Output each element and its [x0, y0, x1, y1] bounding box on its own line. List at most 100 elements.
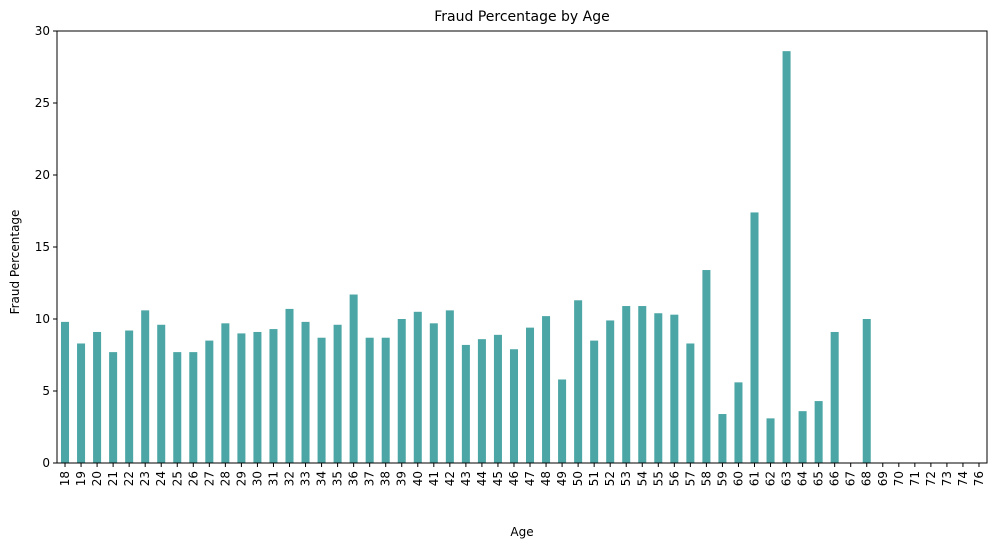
- bar-age-42: [445, 310, 454, 463]
- x-tick-label: 72: [924, 471, 938, 486]
- bar-age-44: [477, 339, 486, 463]
- x-tick-label: 58: [699, 471, 713, 486]
- x-tick-label: 23: [138, 471, 152, 486]
- x-tick-label: 19: [74, 471, 88, 486]
- x-tick-label: 68: [860, 471, 874, 486]
- x-tick-label: 28: [218, 471, 232, 486]
- bar-age-47: [526, 327, 535, 463]
- x-tick-label: 66: [828, 471, 842, 486]
- x-tick-label: 50: [571, 471, 585, 486]
- bar-age-60: [734, 382, 743, 463]
- bar-age-23: [141, 310, 150, 463]
- x-tick-label: 31: [266, 471, 280, 486]
- bar-age-27: [205, 340, 214, 463]
- bar-age-53: [622, 306, 631, 463]
- y-tick-label: 20: [35, 168, 50, 182]
- x-tick-label: 57: [683, 471, 697, 486]
- bar-age-48: [542, 316, 551, 463]
- bar-age-57: [686, 343, 695, 463]
- x-tick-label: 52: [603, 471, 617, 486]
- y-tick-label: 25: [35, 96, 50, 110]
- x-tick-label: 32: [283, 471, 297, 486]
- x-tick-label: 39: [395, 471, 409, 486]
- x-tick-label: 43: [459, 471, 473, 486]
- y-axis: 0 5 10 15 20 25 30: [35, 24, 57, 470]
- x-tick-label: 34: [315, 471, 329, 486]
- bar-age-45: [493, 334, 502, 463]
- x-tick-label: 56: [667, 471, 681, 486]
- x-tick-label: 35: [331, 471, 345, 486]
- bar-age-28: [221, 323, 230, 463]
- x-tick-label: 71: [908, 471, 922, 486]
- x-tick-label: 25: [170, 471, 184, 486]
- x-tick-label: 55: [651, 471, 665, 486]
- x-tick-label: 24: [154, 471, 168, 486]
- bar-age-66: [830, 331, 839, 463]
- x-tick-label: 38: [379, 471, 393, 486]
- x-axis-label: Age: [510, 525, 533, 539]
- x-tick-label: 49: [555, 471, 569, 486]
- x-tick-label: 37: [363, 471, 377, 486]
- y-tick-label: 5: [42, 384, 50, 398]
- bar-age-62: [766, 418, 775, 463]
- bars-group: [61, 51, 871, 463]
- bar-age-63: [782, 51, 791, 463]
- x-tick-label: 69: [876, 471, 890, 486]
- bar-age-46: [509, 349, 518, 463]
- plot-frame: [56, 30, 988, 464]
- x-tick-label: 40: [411, 471, 425, 486]
- bar-age-33: [301, 321, 310, 463]
- x-tick-label: 54: [635, 471, 649, 486]
- x-tick-label: 76: [972, 471, 986, 486]
- x-tick-label: 73: [940, 471, 954, 486]
- bar-age-68: [862, 319, 871, 463]
- x-tick-label: 63: [780, 471, 794, 486]
- bar-age-21: [109, 352, 118, 463]
- x-tick-label: 36: [347, 471, 361, 486]
- y-axis-label: Fraud Percentage: [8, 210, 22, 315]
- y-tick-label: 15: [35, 240, 50, 254]
- x-tick-label: 29: [234, 471, 248, 486]
- x-tick-label: 44: [475, 471, 489, 486]
- bar-age-18: [61, 321, 70, 463]
- x-tick-label: 45: [491, 471, 505, 486]
- bar-age-51: [590, 340, 599, 463]
- bar-age-37: [365, 337, 374, 463]
- x-tick-label: 53: [619, 471, 633, 486]
- x-tick-label: 41: [427, 471, 441, 486]
- x-tick-label: 61: [748, 471, 762, 486]
- x-tick-label: 48: [539, 471, 553, 486]
- y-tick-label: 10: [35, 312, 50, 326]
- bar-age-54: [638, 306, 647, 463]
- bar-age-59: [718, 414, 727, 463]
- bar-age-39: [397, 319, 406, 463]
- bar-age-52: [606, 320, 615, 463]
- bar-age-43: [461, 344, 470, 463]
- x-tick-label: 20: [90, 471, 104, 486]
- bar-age-35: [333, 324, 342, 463]
- bar-age-49: [558, 379, 567, 463]
- bar-age-65: [814, 401, 823, 463]
- bar-age-40: [413, 311, 422, 463]
- bar-age-20: [93, 331, 102, 463]
- x-tick-label: 26: [186, 471, 200, 486]
- bar-age-58: [702, 270, 711, 463]
- bar-age-56: [670, 314, 679, 463]
- x-tick-label: 33: [299, 471, 313, 486]
- bar-age-24: [157, 324, 166, 463]
- bar-age-19: [77, 343, 86, 463]
- x-tick-label: 65: [812, 471, 826, 486]
- bar-age-41: [429, 323, 438, 463]
- x-tick-label: 64: [796, 471, 810, 486]
- bar-age-22: [125, 330, 134, 463]
- bar-age-25: [173, 352, 182, 463]
- x-tick-label: 30: [250, 471, 264, 486]
- x-tick-label: 70: [892, 471, 906, 486]
- x-tick-label: 46: [507, 471, 521, 486]
- bar-age-36: [349, 294, 358, 463]
- bar-age-55: [654, 313, 663, 463]
- bar-age-34: [317, 337, 326, 463]
- x-tick-label: 74: [956, 471, 970, 486]
